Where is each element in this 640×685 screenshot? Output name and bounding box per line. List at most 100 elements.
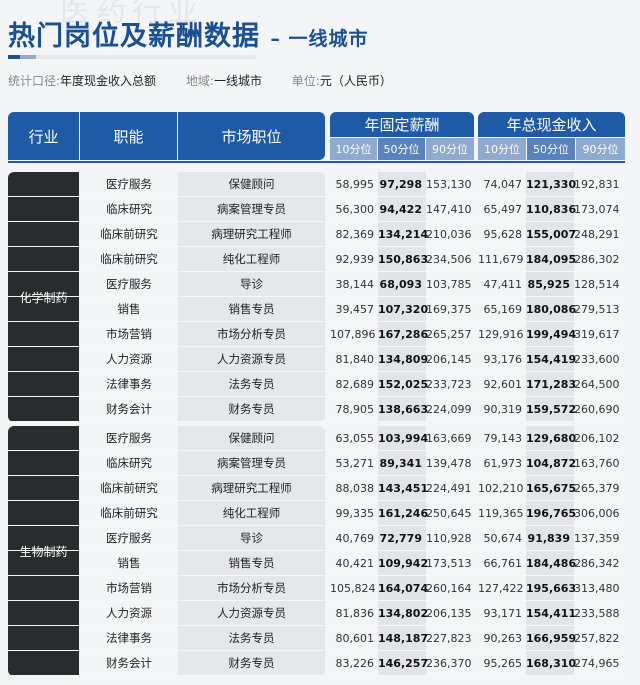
total-p90-cell: 206,102 <box>574 432 620 445</box>
header-position: 市场职位 <box>178 112 325 160</box>
total-p50-cell: 184,486 <box>526 557 577 570</box>
position-cell: 病案管理专员 <box>217 202 286 216</box>
total-p90-cell: 173,074 <box>574 203 620 216</box>
fixed-p10-cell: 40,769 <box>335 532 375 545</box>
fixed-p50-cell: 161,246 <box>378 507 429 520</box>
fixed-p50-column-bg <box>378 172 426 422</box>
position-cell: 法务专员 <box>228 631 275 645</box>
total-p50-cell: 171,283 <box>526 378 577 391</box>
fixed-p50-cell: 134,802 <box>378 607 429 620</box>
function-cell: 临床研究 <box>106 456 152 470</box>
position-column-bg <box>178 426 325 676</box>
total-p90-cell: 279,513 <box>574 303 620 316</box>
header-total-p50: 50分位 <box>527 138 575 160</box>
fixed-p50-cell: 138,663 <box>378 403 429 416</box>
function-cell: 销售 <box>117 556 141 570</box>
industry-cell: 生物制药 <box>8 426 79 676</box>
fixed-p50-cell: 134,809 <box>378 353 429 366</box>
table-row: 临床研究 病案管理专员 53,271 89,341 139,478 61,973 104,… <box>8 451 625 476</box>
total-p50-cell: 159,572 <box>526 403 577 416</box>
fixed-p50-cell: 94,422 <box>379 203 422 216</box>
position-cell: 导诊 <box>240 531 263 545</box>
table-row: 医疗服务 保健顾问 58,995 97,298 153,130 74,047 121,33… <box>8 172 625 197</box>
total-p10-cell: 65,169 <box>483 303 523 316</box>
table-row: 临床前研究 纯化工程师 92,939 150,863 234,506 111,679 18… <box>8 247 625 272</box>
function-cell: 市场营销 <box>106 581 152 595</box>
total-p10-cell: 93,176 <box>483 353 523 366</box>
table-row: 法律事务 法务专员 80,601 148,187 227,823 90,263 166,9… <box>8 626 625 651</box>
total-p50-cell: 165,675 <box>526 482 577 495</box>
fixed-p90-cell: 206,135 <box>426 607 472 620</box>
table-row: 临床前研究 病理研究工程师 88,038 143,451 224,491 102,210… <box>8 476 625 501</box>
function-cell: 医疗服务 <box>106 277 152 291</box>
total-p50-cell: 180,086 <box>526 303 577 316</box>
total-p90-cell: 265,379 <box>574 482 620 495</box>
position-cell: 销售专员 <box>228 556 275 570</box>
total-p10-cell: 79,143 <box>483 432 523 445</box>
header-total-p90: 90分位 <box>576 138 625 160</box>
header-divider <box>8 161 625 163</box>
table-row: 法律事务 法务专员 82,689 152,025 233,723 92,601 171,2… <box>8 372 625 397</box>
fixed-p10-cell: 58,995 <box>335 178 375 191</box>
total-p50-cell: 196,765 <box>526 507 577 520</box>
fixed-p90-cell: 224,099 <box>426 403 472 416</box>
total-p90-cell: 286,302 <box>574 253 620 266</box>
meta-info: 统计口径:年度现金收入总额 地域:一线城市 单位:元（人民币） <box>8 72 418 89</box>
fixed-p50-cell: 146,257 <box>378 657 429 670</box>
fixed-p10-cell: 82,689 <box>335 378 375 391</box>
function-cell: 财务会计 <box>106 656 152 670</box>
total-p10-cell: 50,674 <box>483 532 523 545</box>
table-row: 销售 销售专员 39,457 107,320 169,375 65,169 180,086… <box>8 297 625 322</box>
unit-value: 元（人民币） <box>319 74 392 88</box>
position-cell: 纯化工程师 <box>222 506 281 520</box>
fixed-p90-cell: 153,130 <box>426 178 472 191</box>
total-p90-cell: 264,500 <box>574 378 620 391</box>
total-p90-cell: 260,690 <box>574 403 620 416</box>
unit-label: 单位: <box>291 74 320 88</box>
fixed-p50-cell: 89,341 <box>379 457 422 470</box>
total-p90-cell: 319,617 <box>574 328 620 341</box>
fixed-p10-cell: 56,300 <box>335 203 375 216</box>
position-cell: 病理研究工程师 <box>211 227 292 241</box>
position-cell: 法务专员 <box>228 377 275 391</box>
total-p50-cell: 104,872 <box>526 457 577 470</box>
header-fixed-pay: 年固定薪酬 <box>330 112 474 137</box>
function-cell: 临床前研究 <box>100 506 158 520</box>
table-row: 临床研究 病案管理专员 56,300 94,422 147,410 65,497 110,… <box>8 197 625 222</box>
total-p90-cell: 137,359 <box>574 532 620 545</box>
fixed-p90-cell: 227,823 <box>426 632 472 645</box>
position-cell: 纯化工程师 <box>222 252 281 266</box>
total-p50-cell: 154,411 <box>526 607 577 620</box>
fixed-p90-cell: 103,785 <box>426 278 472 291</box>
industry-cell: 化学制药 <box>8 172 79 422</box>
total-p50-cell: 121,330 <box>526 178 577 191</box>
function-cell: 销售 <box>117 302 141 316</box>
function-cell: 人力资源 <box>106 606 152 620</box>
function-cell: 医疗服务 <box>106 177 152 191</box>
fixed-p90-cell: 233,723 <box>426 378 472 391</box>
function-cell: 临床前研究 <box>100 252 158 266</box>
total-p50-cell: 129,680 <box>526 432 577 445</box>
total-p10-cell: 74,047 <box>483 178 523 191</box>
total-p50-cell: 154,419 <box>526 353 577 366</box>
position-cell: 病理研究工程师 <box>211 481 292 495</box>
position-cell: 保健顾问 <box>228 177 275 191</box>
fixed-p10-cell: 63,055 <box>335 432 375 445</box>
fixed-p10-cell: 82,369 <box>335 228 375 241</box>
function-cell: 财务会计 <box>106 402 152 416</box>
table-row: 人力资源 人力资源专员 81,836 134,802 206,135 93,171 154… <box>8 601 625 626</box>
title-text: 热门岗位及薪酬数据 <box>8 21 260 52</box>
table-row: 财务会计 财务专员 83,226 146,257 236,370 95,265 168,3… <box>8 651 625 676</box>
position-cell: 财务专员 <box>228 402 275 416</box>
total-p90-cell: 286,342 <box>574 557 620 570</box>
title-underline <box>8 55 256 59</box>
page-subtitle: – 一线城市 <box>270 28 369 50</box>
total-p10-cell: 119,365 <box>478 507 524 520</box>
function-cell: 人力资源 <box>106 352 152 366</box>
position-cell: 病案管理专员 <box>217 456 286 470</box>
header-industry: 行业 <box>8 112 79 160</box>
fixed-p10-cell: 53,271 <box>335 457 375 470</box>
function-cell: 法律事务 <box>106 631 152 645</box>
position-cell: 销售专员 <box>228 302 275 316</box>
total-p10-cell: 66,761 <box>483 557 523 570</box>
